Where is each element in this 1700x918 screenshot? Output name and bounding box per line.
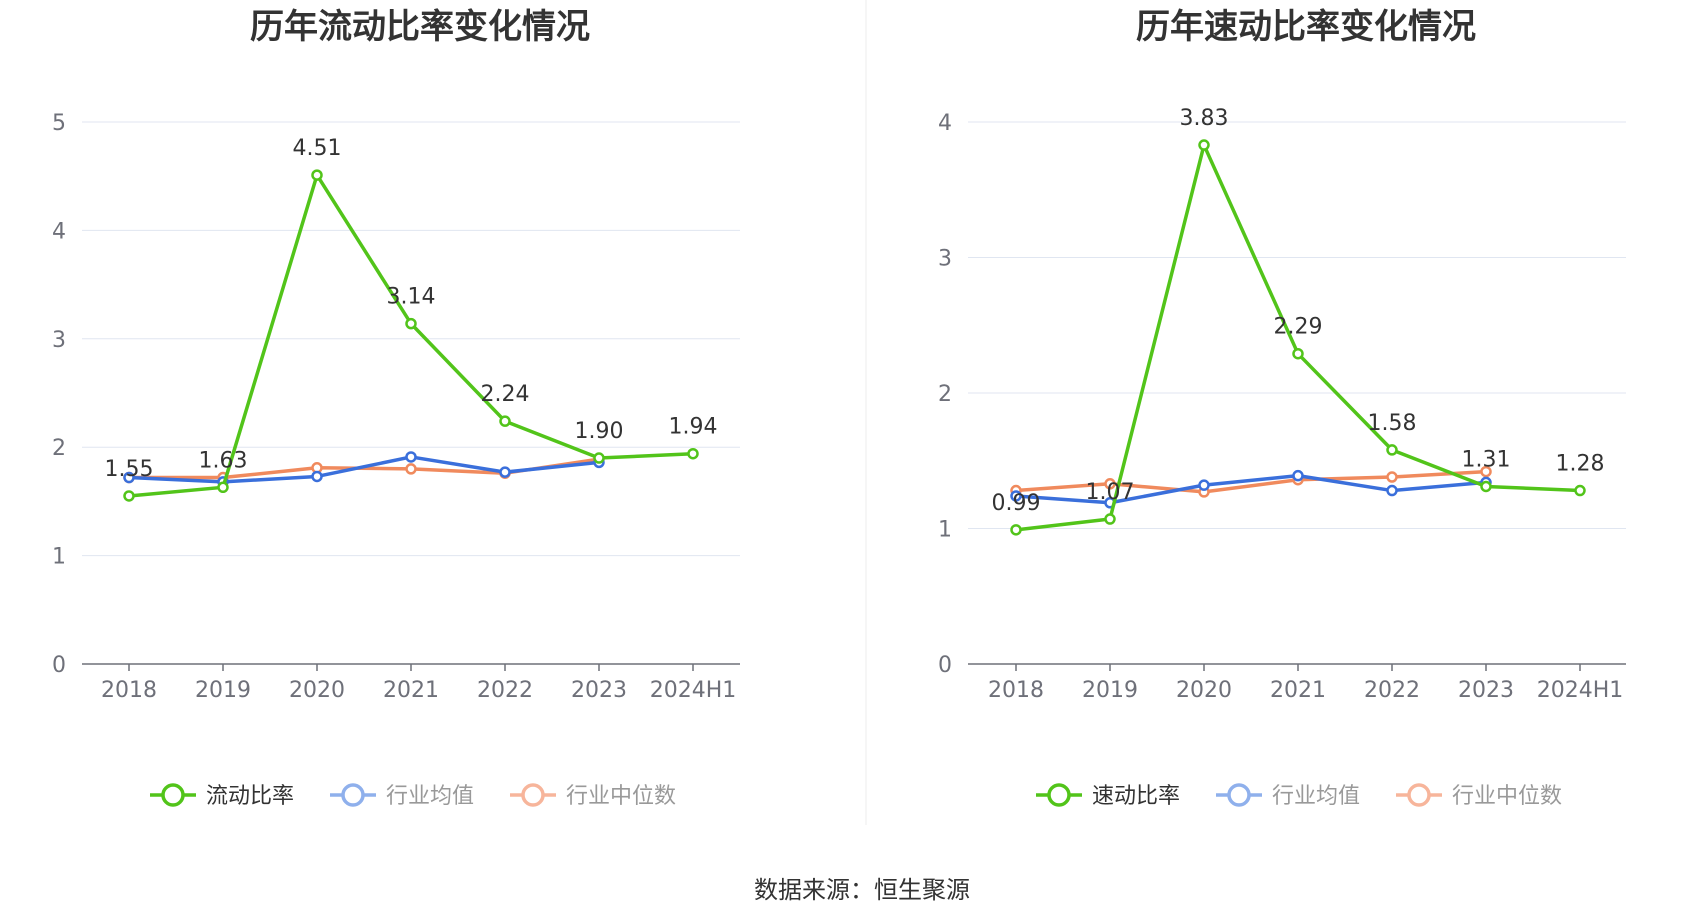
y-tick-label: 4 bbox=[938, 111, 952, 136]
legend-item[interactable]: 速动比率 bbox=[1036, 783, 1180, 809]
data-point[interactable] bbox=[1386, 484, 1398, 497]
y-tick-label: 1 bbox=[52, 545, 66, 570]
data-point[interactable] bbox=[405, 317, 417, 330]
y-tick-label: 4 bbox=[52, 219, 66, 244]
legend-item[interactable]: 行业均值 bbox=[330, 783, 474, 809]
x-tick-label: 2022 bbox=[1364, 678, 1420, 703]
data-point[interactable] bbox=[217, 481, 229, 494]
data-label: 1.63 bbox=[199, 448, 248, 473]
data-point[interactable] bbox=[1198, 479, 1210, 491]
legend-right: 速动比率 行业均值 行业中位数 bbox=[1036, 783, 1562, 809]
chart-title: 历年速动比率变化情况 bbox=[1136, 7, 1476, 47]
x-tick-label: 2024H1 bbox=[650, 678, 737, 703]
data-label: 3.83 bbox=[1180, 106, 1229, 131]
series-line-industry-mean bbox=[128, 455, 600, 484]
data-point[interactable] bbox=[1010, 490, 1022, 502]
data-point[interactable] bbox=[123, 490, 135, 502]
y-tick-label: 0 bbox=[938, 653, 952, 678]
data-label: 1.90 bbox=[575, 419, 624, 444]
y-tick-label: 2 bbox=[938, 382, 952, 407]
series-line-industry-mean bbox=[1015, 473, 1487, 505]
legend-marker-icon bbox=[1407, 783, 1431, 807]
data-label: 3.14 bbox=[387, 285, 436, 310]
data-point[interactable] bbox=[1292, 347, 1304, 360]
legend-label: 行业中位数 bbox=[1452, 784, 1562, 809]
data-point[interactable] bbox=[499, 466, 511, 478]
data-point[interactable] bbox=[593, 452, 605, 464]
data-point[interactable] bbox=[1292, 469, 1304, 482]
x-tick-label: 2019 bbox=[1082, 678, 1138, 703]
data-point[interactable] bbox=[405, 463, 417, 475]
x-tick-label: 2021 bbox=[1270, 678, 1326, 703]
data-label: 4.51 bbox=[293, 136, 342, 161]
legend-label: 流动比率 bbox=[206, 784, 294, 809]
data-point[interactable] bbox=[1104, 478, 1116, 490]
data-label: 1.07 bbox=[1086, 480, 1135, 505]
legend-marker-icon bbox=[1227, 783, 1251, 807]
data-point[interactable] bbox=[123, 471, 135, 484]
y-tick-label: 1 bbox=[938, 518, 952, 543]
legend-item[interactable]: 行业中位数 bbox=[510, 783, 676, 809]
y-tick-label: 2 bbox=[52, 436, 66, 461]
data-point[interactable] bbox=[687, 447, 699, 460]
legend-label: 行业均值 bbox=[1272, 784, 1360, 809]
data-point[interactable] bbox=[1198, 139, 1210, 151]
legend-label: 行业中位数 bbox=[566, 784, 676, 809]
data-point[interactable] bbox=[499, 415, 511, 427]
data-point[interactable] bbox=[1386, 471, 1398, 483]
legend-marker-icon bbox=[521, 783, 545, 807]
legend-item[interactable]: 行业中位数 bbox=[1396, 783, 1562, 809]
legend-marker-icon bbox=[341, 783, 365, 807]
data-label: 1.28 bbox=[1556, 452, 1605, 477]
data-label: 0.99 bbox=[992, 491, 1041, 516]
series-line-industry-median bbox=[1015, 469, 1487, 494]
data-point[interactable] bbox=[1104, 513, 1116, 525]
data-point[interactable] bbox=[1574, 484, 1586, 497]
x-tick-label: 2024H1 bbox=[1537, 678, 1624, 703]
data-point[interactable] bbox=[311, 169, 323, 181]
data-label: 2.29 bbox=[1274, 315, 1323, 340]
y-tick-label: 5 bbox=[52, 111, 66, 136]
x-tick-label: 2018 bbox=[101, 678, 157, 703]
data-label: 1.58 bbox=[1368, 411, 1417, 436]
quick-ratio-chart: 历年速动比率变化情况 0 1 2 3 4 2018 2019 2020 2021 2022 2023 2… bbox=[938, 7, 1626, 703]
legend-item[interactable]: 流动比率 bbox=[150, 783, 294, 809]
y-tick-label: 3 bbox=[52, 328, 66, 353]
data-point[interactable] bbox=[405, 451, 417, 463]
legend-item[interactable]: 行业均值 bbox=[1216, 783, 1360, 809]
x-tick-label: 2020 bbox=[1176, 678, 1232, 703]
x-tick-label: 2022 bbox=[477, 678, 533, 703]
data-source: 数据来源：恒生聚源 bbox=[754, 876, 970, 904]
data-point[interactable] bbox=[1386, 444, 1398, 456]
data-label: 1.94 bbox=[669, 415, 718, 440]
current-ratio-chart: 历年流动比率变化情况 0 1 2 3 4 5 2018 2019 2020 2021 2022 2023… bbox=[52, 7, 740, 703]
legend-marker-icon bbox=[1047, 783, 1071, 807]
chart-title: 历年流动比率变化情况 bbox=[250, 7, 590, 47]
x-tick-label: 2019 bbox=[195, 678, 251, 703]
legend-left: 流动比率 行业均值 行业中位数 bbox=[150, 783, 676, 809]
x-tick-label: 2021 bbox=[383, 678, 439, 703]
y-tick-label: 3 bbox=[938, 247, 952, 272]
data-point[interactable] bbox=[1480, 480, 1492, 493]
data-point[interactable] bbox=[311, 470, 323, 483]
data-label: 2.24 bbox=[481, 382, 530, 407]
data-label: 1.31 bbox=[1462, 447, 1511, 472]
legend-label: 行业均值 bbox=[386, 784, 474, 809]
data-label: 1.55 bbox=[105, 457, 154, 482]
x-tick-label: 2023 bbox=[571, 678, 627, 703]
x-tick-label: 2018 bbox=[988, 678, 1044, 703]
legend-label: 速动比率 bbox=[1092, 784, 1180, 809]
y-tick-label: 0 bbox=[52, 653, 66, 678]
legend-marker-icon bbox=[161, 783, 185, 807]
x-tick-label: 2020 bbox=[289, 678, 345, 703]
data-point[interactable] bbox=[1480, 465, 1492, 478]
x-tick-label: 2023 bbox=[1458, 678, 1514, 703]
data-point[interactable] bbox=[1010, 524, 1022, 536]
